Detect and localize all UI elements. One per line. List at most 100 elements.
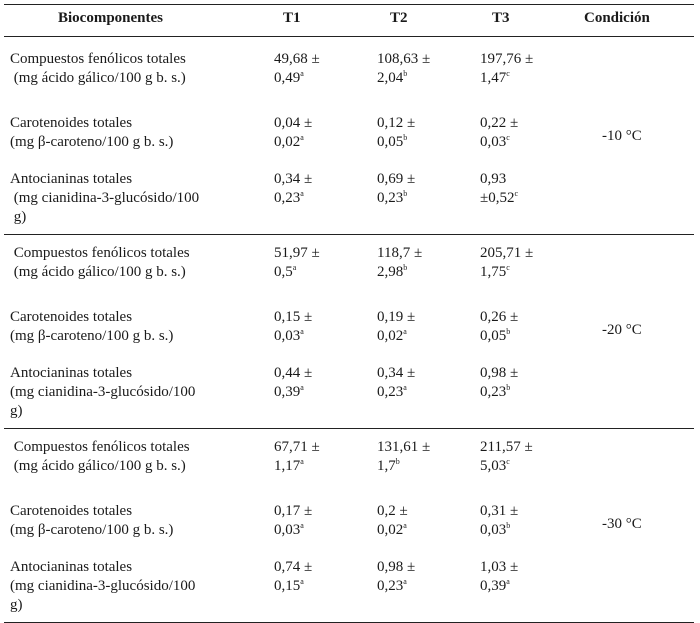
value-sd-number: 0,5 [274, 264, 293, 280]
value-sd: 0,23a [377, 383, 415, 402]
value-cell-t2: 108,63 ± 2,04b [377, 50, 430, 88]
value-sd: 0,23a [274, 189, 312, 208]
value-mean: 0,12 ± [377, 115, 416, 131]
value-sd: 0,05b [480, 327, 518, 346]
biocomponent-line: (mg β-caroteno/100 g b. s.) [10, 134, 174, 150]
biocomponent-line: (mg ácido gálico/100 g b. s.) [10, 70, 186, 86]
value-mean: 118,7 ± [377, 245, 423, 261]
value-sd-number: 5,03 [480, 458, 507, 474]
biocomponent-line: Carotenoides totales [10, 309, 133, 325]
significance-letter: a [300, 383, 304, 392]
value-sd: 0,23b [377, 189, 415, 208]
value-sd-number: 0,23 [274, 190, 301, 206]
value-mean: 0,93 [480, 171, 507, 187]
value-sd-number: 1,47 [480, 70, 507, 86]
header-t2: T2 [390, 10, 408, 26]
significance-letter: c [514, 189, 519, 198]
value-sd-number: 0,03 [274, 328, 301, 344]
value-sd: 2,04b [377, 69, 430, 88]
value-sd-number: ±0,52 [480, 190, 515, 206]
biocomponent-label: Antocianinas totales (mg cianidina-3-gluc… [10, 364, 195, 421]
biocomponent-label: Carotenoides totales (mg β-caroteno/100 g… [10, 114, 173, 152]
value-sd-number: 0,02 [377, 522, 404, 538]
biocomponent-label: Compuestos fenólicos totales (mg ácido g… [10, 244, 190, 282]
value-mean: 0,98 ± [480, 365, 519, 381]
significance-letter: b [506, 327, 511, 336]
value-cell-t2: 0,2 ± 0,02a [377, 502, 408, 540]
biocomponent-label: Antocianinas totales (mg cianidina-3-glu… [10, 170, 199, 227]
value-sd: 0,05b [377, 133, 415, 152]
value-sd: 0,15a [274, 577, 312, 596]
biocomponent-label: Antocianinas totales (mg cianidina-3-gluc… [10, 558, 195, 615]
value-sd: 0,03b [480, 521, 518, 540]
value-sd: 1,17a [274, 457, 320, 476]
biocomponent-line: (mg ácido gálico/100 g b. s.) [10, 458, 186, 474]
value-sd: 0,03a [274, 521, 312, 540]
significance-letter: a [403, 383, 407, 392]
significance-letter: a [300, 69, 304, 78]
value-sd-number: 0,23 [377, 190, 404, 206]
value-cell-t3: 0,22 ± 0,03c [480, 114, 518, 152]
condition-label: -30 °C [602, 516, 642, 532]
biocomponent-line: Antocianinas totales [10, 559, 133, 575]
biocomponent-line: g) [10, 403, 23, 419]
value-cell-t1: 49,68 ± 0,49a [274, 50, 320, 88]
value-sd: 1,47c [480, 69, 533, 88]
value-sd: 1,75c [480, 263, 533, 282]
value-sd-number: 0,03 [480, 522, 507, 538]
significance-letter: a [300, 577, 304, 586]
significance-letter: a [403, 577, 407, 586]
value-sd: 0,23b [480, 383, 518, 402]
significance-letter: b [395, 457, 400, 466]
value-cell-t3: 0,31 ± 0,03b [480, 502, 518, 540]
value-sd-number: 0,23 [377, 578, 404, 594]
value-sd: ±0,52c [480, 189, 518, 208]
significance-letter: a [403, 521, 407, 530]
biocomponent-line: (mg ácido gálico/100 g b. s.) [10, 264, 186, 280]
biocomponent-label: Compuestos fenólicos totales (mg ácido g… [10, 50, 186, 88]
value-mean: 49,68 ± [274, 51, 320, 67]
value-mean: 0,31 ± [480, 503, 519, 519]
value-mean: 0,98 ± [377, 559, 416, 575]
value-cell-t3: 1,03 ± 0,39a [480, 558, 518, 596]
biocomponent-line: (mg cianidina-3-glucósido/100 [10, 190, 200, 206]
value-mean: 0,26 ± [480, 309, 519, 325]
value-sd: 0,02a [274, 133, 312, 152]
value-mean: 0,34 ± [377, 365, 416, 381]
value-cell-t1: 0,74 ± 0,15a [274, 558, 312, 596]
value-sd-number: 0,39 [274, 384, 301, 400]
value-mean: 0,44 ± [274, 365, 313, 381]
significance-letter: a [300, 457, 304, 466]
value-cell-t1: 0,04 ± 0,02a [274, 114, 312, 152]
value-mean: 0,22 ± [480, 115, 519, 131]
biocomponent-line: (mg β-caroteno/100 g b. s.) [10, 328, 174, 344]
biocomponent-line: (mg cianidina-3-glucósido/100 [10, 578, 196, 594]
significance-letter: a [300, 327, 304, 336]
value-cell-t1: 0,44 ± 0,39a [274, 364, 312, 402]
value-mean: 0,34 ± [274, 171, 313, 187]
header-t3: T3 [492, 10, 510, 26]
significance-letter: b [403, 69, 408, 78]
value-cell-t2: 0,34 ± 0,23a [377, 364, 415, 402]
significance-letter: c [506, 457, 510, 466]
value-mean: 0,15 ± [274, 309, 313, 325]
value-cell-t2: 0,12 ± 0,05b [377, 114, 415, 152]
value-cell-t3: 0,93 ±0,52c [480, 170, 518, 208]
significance-letter: b [403, 133, 408, 142]
table-rule-header [4, 36, 694, 37]
biocomponent-line: Carotenoides totales [10, 503, 133, 519]
value-sd-number: 1,17 [274, 458, 301, 474]
value-sd-number: 0,03 [274, 522, 301, 538]
significance-letter: a [403, 327, 407, 336]
value-sd-number: 1,7 [377, 458, 396, 474]
value-sd: 0,03c [480, 133, 518, 152]
significance-letter: a [292, 263, 297, 272]
value-cell-t2: 131,61 ± 1,7b [377, 438, 430, 476]
value-sd: 5,03c [480, 457, 533, 476]
significance-letter: a [300, 133, 304, 142]
value-sd: 0,02a [377, 327, 415, 346]
header-condicion: Condición [584, 10, 650, 26]
value-sd: 0,39a [274, 383, 312, 402]
value-sd: 0,03a [274, 327, 312, 346]
value-sd: 1,7b [377, 457, 430, 476]
